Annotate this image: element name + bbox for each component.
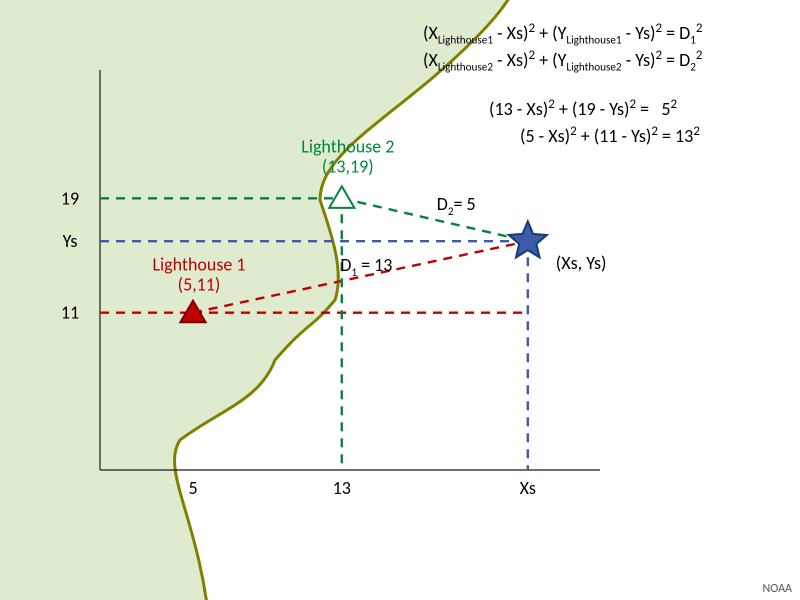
d2-label: D2= 5	[437, 193, 476, 218]
xtick-13: 13	[333, 477, 351, 499]
equation-specific-1: (13 - Xs)2 + (19 - Ys)2 = 52	[489, 96, 677, 122]
equation-general-1: (XLighthouse1 - Xs)2 + (YLighthouse1 - Y…	[423, 20, 703, 48]
ytick-11: 11	[61, 302, 79, 324]
lighthouse2-label: Lighthouse 2	[301, 135, 394, 157]
d1-label: D1 = 13	[340, 254, 392, 279]
lighthouse2-coord: (13,19)	[322, 155, 374, 177]
ytick-Ys: Ys	[63, 230, 78, 252]
ship-marker	[509, 221, 547, 257]
xtick-5: 5	[188, 477, 197, 499]
trilateration-diagram: 11 19 Ys 5 13 Xs Lighthouse 1(5,11) Lighthouse …	[0, 0, 800, 600]
d2-line	[342, 198, 528, 241]
coastline	[0, 0, 530, 600]
ytick-19: 19	[61, 187, 79, 209]
xtick-Xs: Xs	[520, 477, 536, 499]
ship-label: (Xs, Ys)	[556, 252, 607, 274]
lighthouse1-coord: (5,11)	[178, 274, 221, 296]
attribution: NOAA	[763, 582, 792, 596]
equation-specific-2: (5 - Xs)2 + (11 - Ys)2 = 132	[520, 123, 700, 149]
equation-general-2: (XLighthouse2 - Xs)2 + (YLighthouse2 - Y…	[423, 47, 703, 75]
lighthouse1-label: Lighthouse 1	[152, 254, 245, 276]
